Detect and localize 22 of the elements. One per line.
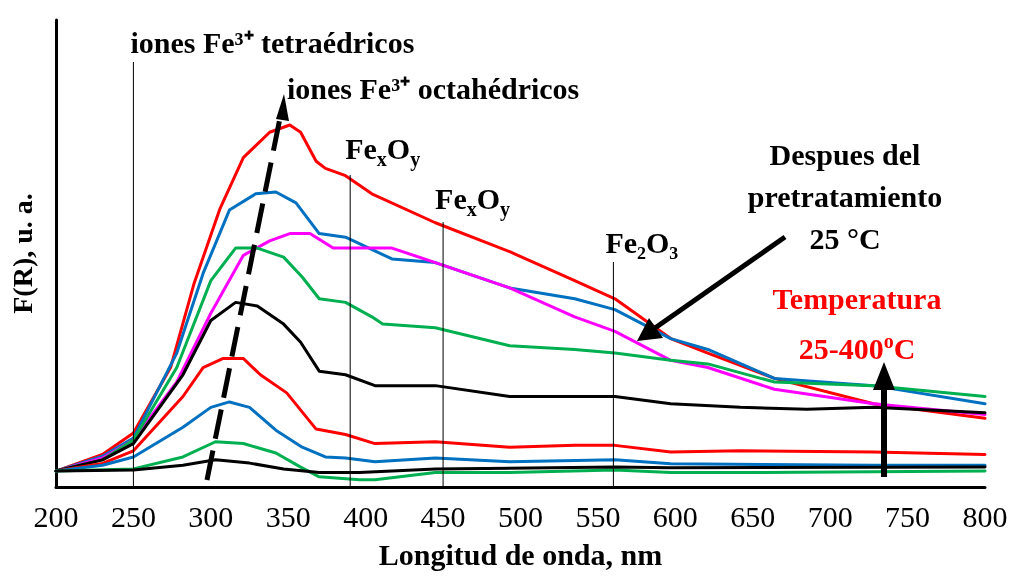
x-tick-label: 700 (807, 499, 853, 533)
ref-line-label: Fe$_{x}$O$_{y}$ (345, 131, 421, 173)
x-tick-label: 650 (730, 499, 776, 533)
x-tick-label: 750 (885, 499, 931, 533)
y-axis-title: F(R), u. a. (6, 193, 38, 314)
x-tick-label: 350 (265, 499, 311, 533)
ref-line-label: Fe$_{x}$O$_{y}$ (435, 181, 511, 223)
x-tick-label: 600 (652, 499, 698, 533)
x-tick-label: 400 (343, 499, 389, 533)
x-tick-label: 250 (110, 499, 156, 533)
x-tick-label: 450 (420, 499, 466, 533)
annotation: Despues del pretratamiento 25 °C (746, 137, 944, 257)
ref-line-label: Fe₂O₃ (605, 225, 679, 261)
x-tick-label: 200 (33, 499, 79, 533)
x-tick-label: 550 (575, 499, 621, 533)
x-axis-title: Longitud de onda, nm (378, 537, 663, 571)
x-tick-label: 800 (962, 499, 1008, 533)
annotation: Temperatura 25-400$^{o}$C (771, 281, 943, 367)
x-tick-label: 300 (188, 499, 234, 533)
x-tick-label: 500 (498, 499, 543, 533)
ref-line-label: iones Fe³⁺ tetraédricos (130, 25, 415, 61)
text: iones Fe³⁺ octahédricos (287, 71, 580, 107)
